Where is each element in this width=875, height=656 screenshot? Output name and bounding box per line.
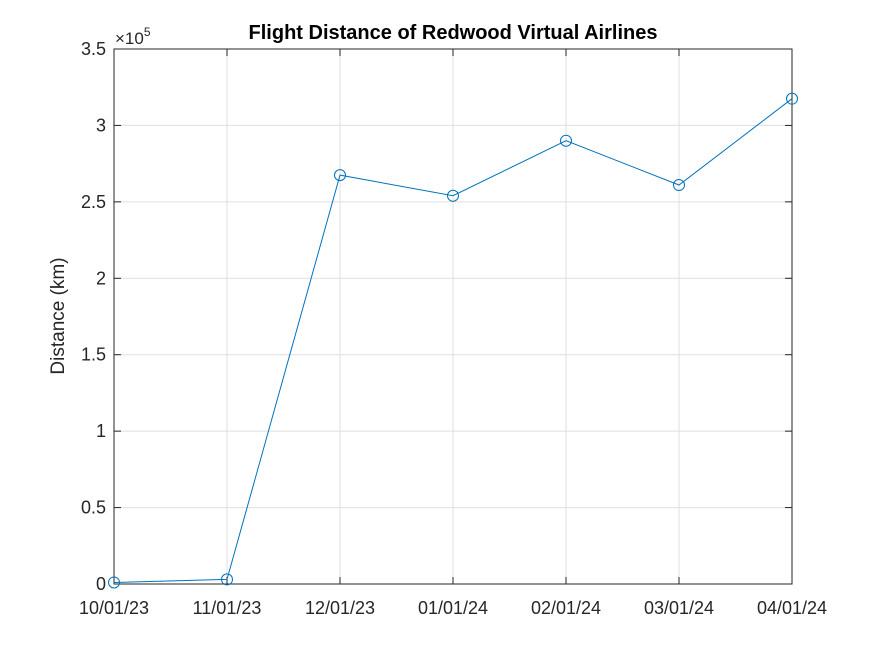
- x-tick-label: 03/01/24: [644, 598, 714, 618]
- x-tick-labels: 10/01/23 11/01/23 12/01/23 01/01/24 02/01/24…: [79, 598, 827, 618]
- y-tick-label: 1: [96, 421, 106, 441]
- y-tick-label: 2.5: [81, 192, 106, 212]
- x-tick-label: 02/01/24: [531, 598, 601, 618]
- y-tick-label: 0: [96, 574, 106, 594]
- chart-title: Flight Distance of Redwood Virtual Airli…: [249, 22, 658, 44]
- data-point-marker: [560, 134, 572, 147]
- data-point-marker: [786, 92, 798, 105]
- y-exponent-label: ×105: [115, 25, 151, 48]
- y-exponent-base: ×10: [115, 29, 144, 48]
- data-point-marker: [108, 576, 120, 589]
- series-line: [113, 98, 793, 583]
- series-group: [108, 92, 798, 589]
- y-tick-label: 0.5: [81, 498, 106, 518]
- data-point-marker: [221, 573, 233, 586]
- data-point-marker: [673, 179, 685, 192]
- x-tick-label: 12/01/23: [305, 598, 375, 618]
- x-tick-label: 10/01/23: [79, 598, 149, 618]
- y-axis-label: Distance (km): [48, 257, 69, 374]
- y-tick-label: 1.5: [81, 345, 106, 365]
- data-point-marker: [447, 189, 459, 202]
- grid-lines: [113, 48, 793, 585]
- x-tick-label: 04/01/24: [757, 598, 827, 618]
- x-tick-label: 11/01/23: [193, 598, 262, 618]
- axis-ticks: [113, 48, 793, 585]
- x-tick-label: 01/01/24: [418, 598, 488, 618]
- y-tick-label: 2: [96, 268, 106, 288]
- y-tick-label: 3.5: [81, 39, 106, 59]
- y-tick-label: 3: [96, 115, 106, 135]
- y-exponent-power: 5: [144, 25, 151, 39]
- data-point-marker: [334, 169, 346, 182]
- y-tick-labels: 0 0.5 1 1.5 2 2.5 3 3.5: [81, 39, 106, 594]
